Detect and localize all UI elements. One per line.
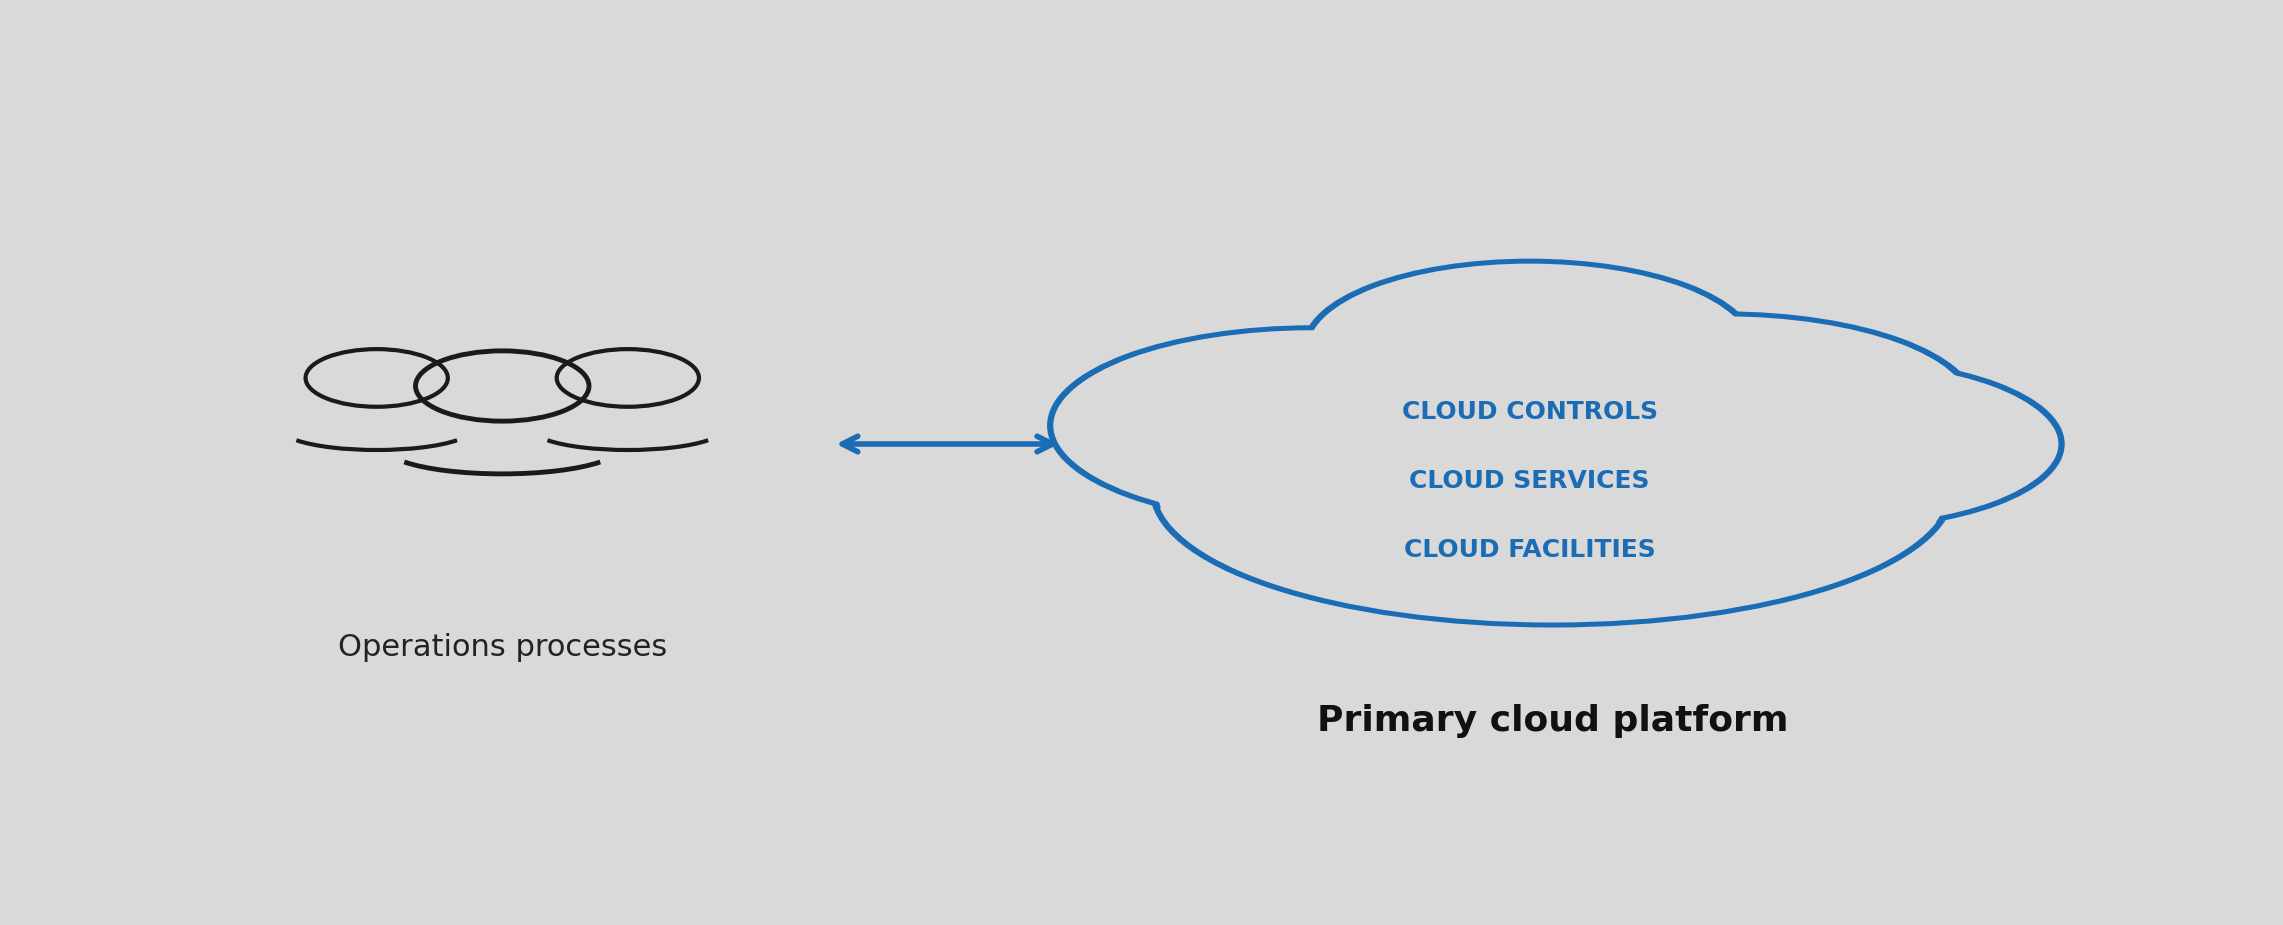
Ellipse shape [1310,264,1749,430]
Ellipse shape [1153,356,1952,624]
Text: Operations processes: Operations processes [338,633,667,662]
Text: Primary cloud platform: Primary cloud platform [1317,705,1788,738]
Ellipse shape [1050,328,1575,523]
Ellipse shape [1477,316,1970,498]
Text: CLOUD SERVICES: CLOUD SERVICES [1409,469,1651,493]
Ellipse shape [1473,314,1975,500]
Ellipse shape [1614,361,2062,527]
Ellipse shape [1306,262,1753,432]
Ellipse shape [1055,330,1571,521]
Ellipse shape [1157,358,1947,623]
Text: CLOUD FACILITIES: CLOUD FACILITIES [1404,538,1655,562]
Ellipse shape [1619,363,2057,525]
Text: CLOUD CONTROLS: CLOUD CONTROLS [1402,400,1657,424]
